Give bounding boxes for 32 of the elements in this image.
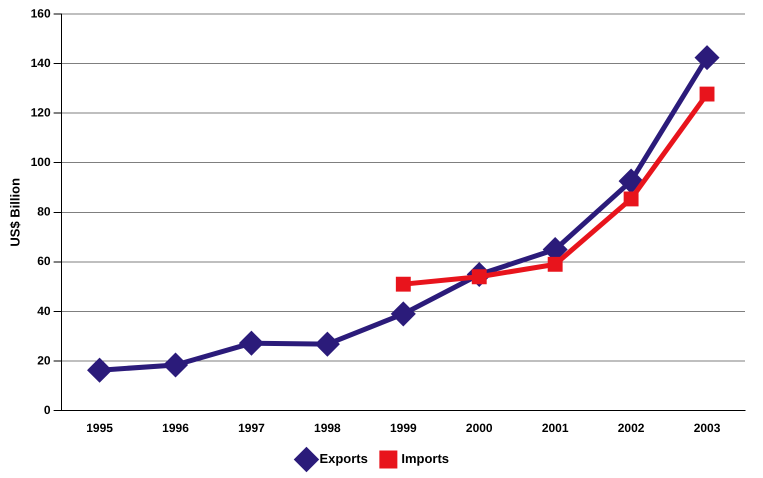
legend-label: Imports <box>401 451 450 466</box>
legend-label: Exports <box>319 451 368 466</box>
point <box>620 170 643 193</box>
x-tick-label: 2000 <box>466 421 493 436</box>
x-tick-label: 2001 <box>542 421 569 436</box>
x-tick-label: 2003 <box>694 421 721 436</box>
y-tick-label: 40 <box>37 304 51 318</box>
point <box>396 276 411 292</box>
y-tick-label: 60 <box>37 254 51 268</box>
y-tick-label: 140 <box>30 56 51 70</box>
point <box>240 332 263 355</box>
point <box>316 332 339 356</box>
x-tick-label: 1997 <box>238 421 266 436</box>
y-axis-title: US$ Billion <box>7 178 22 247</box>
x-tick-label: 1999 <box>390 421 417 436</box>
y-tick-label: 20 <box>37 353 51 368</box>
y-tick-label: 0 <box>44 402 51 417</box>
point <box>700 86 714 102</box>
x-tick-label: 2002 <box>618 421 645 436</box>
y-tick-label: 100 <box>30 155 51 170</box>
y-tick-label: 80 <box>37 204 51 219</box>
point <box>88 358 112 382</box>
point <box>548 256 563 272</box>
point <box>624 191 639 206</box>
point <box>392 302 415 326</box>
x-tick-label: 1996 <box>162 421 190 436</box>
y-tick-label: 160 <box>30 6 51 20</box>
point <box>164 353 188 376</box>
x-tick-label: 1995 <box>86 421 114 436</box>
y-tick-label: 120 <box>30 105 51 120</box>
point <box>696 46 719 70</box>
x-tick-label: 1998 <box>314 421 342 436</box>
